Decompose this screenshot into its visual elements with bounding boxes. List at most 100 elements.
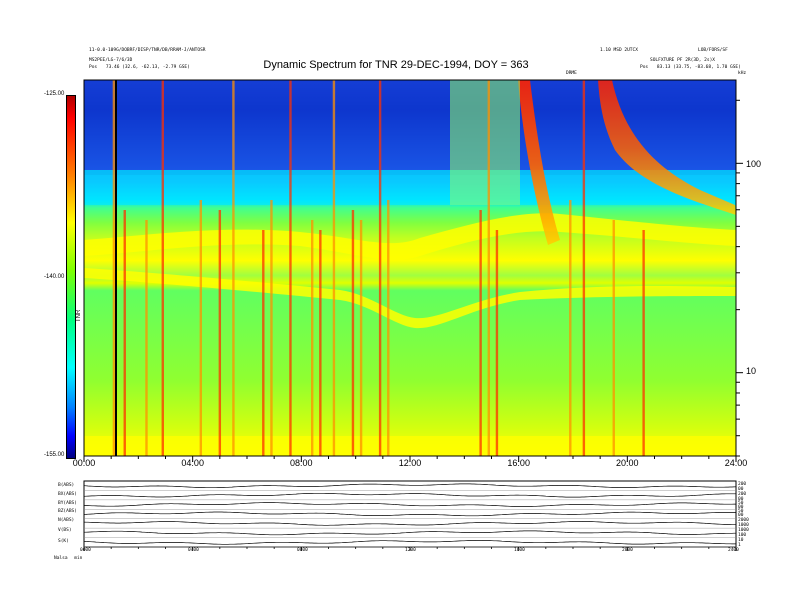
header-left-line3: Pos 73.46 (32.6, -62.13, -2.79 GSE): [89, 65, 190, 70]
vertical-streak: [487, 80, 490, 456]
header-right-pos-label: Pos: [640, 65, 649, 70]
x-axis-lower: [83, 547, 737, 551]
x-tick-label: 16:00: [507, 458, 530, 468]
right-tick: 1000: [738, 523, 749, 528]
lower-panels-frame: [83, 480, 737, 548]
series-label: N(ABS): [58, 518, 75, 523]
right-tick: 200: [738, 482, 747, 487]
right-tick: 1: [738, 543, 741, 548]
vertical-streak: [199, 200, 203, 456]
footer-label-nalsa: Nalsa: [54, 556, 68, 561]
x-axis-main: [83, 456, 737, 462]
radio-burst-1: [518, 80, 560, 245]
vertical-streak: [218, 210, 222, 456]
vertical-streak: [378, 80, 382, 456]
y-axis-main: [736, 99, 743, 457]
lower-panel-traces: [83, 483, 737, 548]
lower-panels: [83, 480, 737, 551]
right-tick: 00: [738, 497, 744, 502]
series-trace: [83, 540, 736, 545]
chart-title: Dynamic Spectrum for TNR 29-DEC-1994, DO…: [263, 59, 529, 71]
right-tick: 100: [738, 533, 747, 538]
vertical-streak: [112, 80, 116, 456]
series-label: BZ(ABS): [58, 509, 77, 514]
x-tick-label: 00:00: [72, 458, 96, 468]
lower-x-tick-label: 0000: [80, 548, 91, 553]
right-tick: 00: [738, 487, 744, 492]
vertical-streak: [161, 80, 164, 456]
right-tick: 200: [738, 492, 747, 497]
series-label: BX(ABS): [58, 492, 77, 497]
series-trace: [84, 530, 736, 536]
header-left-pos-value: 73.46 (32.6, -62.13, -2.79 GSE): [105, 65, 190, 70]
marker-label: DRME: [566, 71, 577, 76]
x-tick-label: 20:00: [616, 458, 639, 468]
footer-label-min: min: [74, 556, 83, 561]
colorbar-tick-mid: -140.00: [44, 274, 65, 280]
series-trace: [83, 511, 737, 517]
series-trace: [83, 483, 737, 489]
upper-emission-band: [84, 213, 736, 260]
vertical-streak: [289, 80, 292, 456]
right-tick: 00: [738, 505, 744, 510]
series-label: S(K): [58, 539, 69, 544]
colorbar: [66, 95, 76, 459]
y-tick-label: 100: [746, 159, 762, 169]
lower-x-tick-label: 2400: [728, 548, 739, 553]
vertical-streak: [582, 80, 586, 456]
header-right-line2: SOLFXTURE PF 2R(3D, 2s)X: [650, 58, 716, 63]
header-right-line1a: 1.10 MSD 2UTCX: [600, 48, 638, 53]
header-left-line1: 11-0.0-109G/DOBRF/DISP/TNR/DB/RRAM-J/ANT…: [89, 48, 206, 53]
lower-x-tick-label: 0800: [297, 548, 308, 553]
interference-block: [450, 80, 520, 205]
x-tick-label: 24:00: [724, 458, 748, 468]
spectrogram-cyan-band: [84, 170, 736, 205]
vertical-streak: [642, 230, 645, 456]
vertical-streak: [270, 200, 273, 456]
series-label: B(ABS): [58, 483, 75, 488]
colorbar-tick-bottom: -155.00: [44, 452, 65, 458]
x-tick-label: 08:00: [290, 458, 313, 468]
series-label: V(BS): [58, 528, 72, 533]
series-label: BY(ABS): [58, 501, 77, 506]
lower-x-tick-label: 1600: [514, 548, 525, 553]
vertical-streak: [311, 220, 314, 456]
vertical-streak: [495, 230, 499, 456]
vertical-streak: [145, 220, 148, 456]
series-trace: [83, 502, 736, 507]
unit-label: kHz: [738, 71, 747, 76]
right-tick: 50: [738, 509, 744, 514]
vertical-streak: [351, 210, 355, 456]
lower-x-tick-label: 0400: [188, 548, 199, 553]
spectrogram-plot: [83, 79, 737, 457]
vertical-streaks: [112, 80, 645, 456]
right-tick: 2000: [738, 518, 749, 523]
series-trace: [83, 521, 736, 526]
vertical-streak: [359, 220, 363, 456]
right-tick: 50: [738, 501, 744, 506]
header-right-pos-value: 83.13 (33.75, -83.68, 1.70 GSE): [656, 65, 741, 70]
lower-emission-band: [84, 268, 736, 329]
x-tick-label: 04:00: [181, 458, 204, 468]
right-tick: 1000: [738, 528, 749, 533]
lower-x-tick-label: 1200: [405, 548, 416, 553]
vertical-streak: [479, 210, 482, 456]
bottom-band: [84, 436, 736, 456]
header-right-line3: Pos 83.13 (33.75, -83.68, 1.70 GSE): [640, 65, 741, 70]
radio-burst-2: [598, 80, 736, 215]
header-left-line2: MS2PEE/LG-7/6/3D: [89, 58, 133, 63]
series-trace: [83, 492, 736, 498]
vertical-streak: [319, 230, 322, 456]
colorbar-tick-top: -125.00: [44, 91, 65, 97]
vertical-streak: [387, 200, 390, 456]
vertical-streak: [262, 230, 265, 456]
vertical-streak: [232, 80, 235, 456]
y-tick-label: 10: [746, 366, 757, 376]
right-tick: 10: [738, 538, 744, 543]
lower-x-tick-label: 2000: [622, 548, 633, 553]
right-tick: 00: [738, 513, 744, 518]
vertical-streak: [123, 210, 126, 456]
header-left-pos-label: Pos: [89, 65, 98, 70]
x-tick-label: 12:00: [398, 458, 422, 468]
